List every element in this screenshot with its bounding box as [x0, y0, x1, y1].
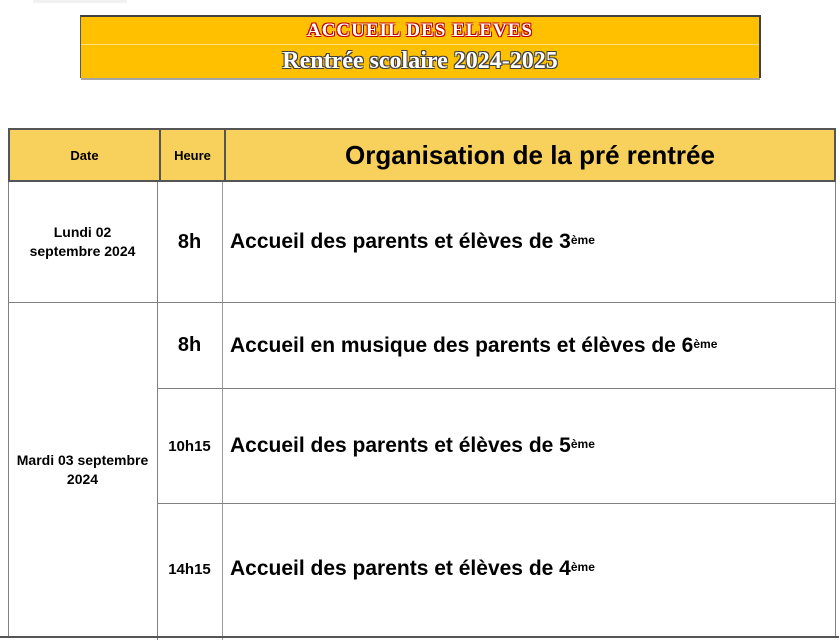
cropped-top-element: [33, 0, 127, 3]
banner-title-line2: Rentrée scolaire 2024-2025: [282, 48, 558, 74]
event-cell: Accueil des parents et élèves de 5 ème: [230, 389, 595, 503]
heure-cell: 8h: [177, 230, 202, 253]
table-border-left: [8, 182, 9, 636]
date-line: Lundi 02: [53, 224, 112, 240]
table-header-row: Date Heure Organisation de la pré rentré…: [8, 128, 836, 182]
subrow-divider-1: [157, 388, 836, 389]
date-cell-lundi: Lundi 02 septembre 2024: [8, 182, 157, 302]
date-line: Mardi 03 septembre: [16, 451, 149, 468]
heure-cell: 10h15: [168, 437, 211, 455]
header-cell-heure: Heure: [159, 130, 224, 180]
date-cell-mardi: Mardi 03 septembre 2024: [8, 303, 157, 636]
banner-row-1: ACCUEIL DES ELEVES: [81, 17, 759, 45]
header-cell-organisation: Organisation de la pré rentrée: [224, 130, 834, 180]
date-line: 2024: [66, 470, 99, 487]
heure-cell: 8h: [177, 334, 202, 356]
header-cell-date: Date: [70, 147, 99, 163]
event-superscript: ème: [570, 437, 595, 451]
event-text: Accueil des parents et élèves de 5: [230, 434, 571, 457]
subrow-divider-2: [157, 503, 836, 504]
event-text: Accueil des parents et élèves de 4: [230, 557, 571, 580]
heure-cell: 14h15: [168, 560, 211, 578]
title-banner: ACCUEIL DES ELEVES Rentrée scolaire 2024…: [80, 15, 761, 78]
date-line: septembre 2024: [29, 243, 136, 259]
event-superscript: ème: [570, 560, 595, 574]
banner-row-2: Rentrée scolaire 2024-2025: [81, 45, 759, 78]
column-divider-heure-organisation: [222, 182, 223, 640]
event-text: Accueil en musique des parents et élèves…: [230, 333, 694, 357]
table-border-bottom: [0, 636, 839, 638]
event-text: Accueil des parents et élèves de 3: [230, 230, 571, 253]
event-cell: Accueil en musique des parents et élèves…: [230, 303, 717, 388]
column-divider-date-heure: [157, 182, 158, 640]
table-border-right: [835, 182, 836, 636]
banner-title-line1: ACCUEIL DES ELEVES: [306, 19, 534, 41]
row-divider-lundi-mardi: [8, 302, 836, 303]
event-superscript: ème: [570, 233, 595, 247]
event-cell: Accueil des parents et élèves de 3 ème: [230, 182, 595, 302]
event-superscript: ème: [693, 336, 718, 351]
event-cell: Accueil des parents et élèves de 4 ème: [230, 504, 595, 634]
